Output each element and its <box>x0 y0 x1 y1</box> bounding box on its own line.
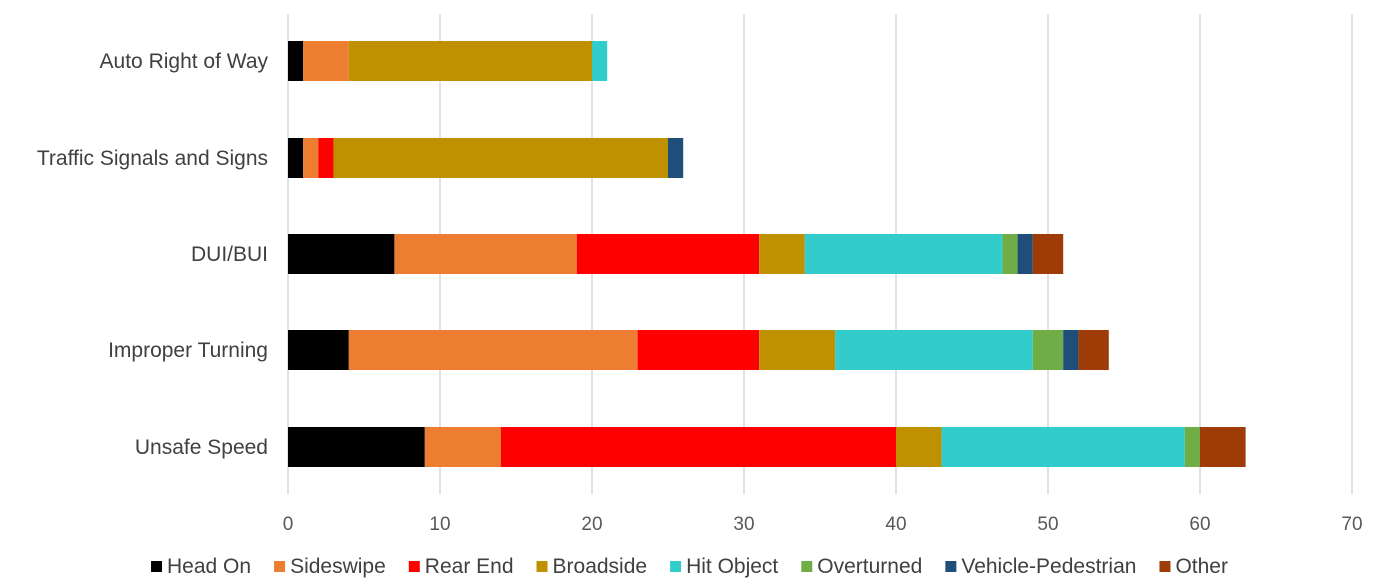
bars <box>288 41 1246 467</box>
legend-label: Head On <box>167 555 251 578</box>
legend-label: Other <box>1175 555 1228 578</box>
x-tick-label: 10 <box>429 514 450 535</box>
legend-swatch <box>670 561 682 572</box>
bar-segment <box>835 330 1033 370</box>
legend-item: Rear End <box>408 555 514 578</box>
legend-item: Sideswipe <box>274 555 386 578</box>
bar-segment <box>1017 234 1033 274</box>
x-tick-label: 30 <box>733 514 754 535</box>
bar-segment <box>637 330 760 370</box>
bar-segment <box>288 427 425 467</box>
bar-segment <box>394 234 577 274</box>
bar-segment <box>896 427 942 467</box>
bar-segment <box>318 138 334 178</box>
legend-label: Rear End <box>425 555 514 578</box>
category-label: Improper Turning <box>108 339 268 362</box>
legend-swatch <box>1159 561 1171 572</box>
bar-segment <box>1063 330 1079 370</box>
legend-item: Hit Object <box>670 555 778 578</box>
bar-segment <box>576 234 760 274</box>
legend-swatch <box>274 561 286 572</box>
x-tick-label: 50 <box>1037 514 1058 535</box>
legend-swatch <box>408 561 420 572</box>
category-label: Auto Right of Way <box>100 50 269 73</box>
x-axis-ticks: 0 10 20 30 40 50 60 70 <box>283 514 1363 535</box>
legend-swatch <box>151 561 163 572</box>
category-labels: Auto Right of Way Traffic Signals and Sig… <box>37 50 269 459</box>
bar-segment <box>348 330 638 370</box>
bar-segment <box>288 234 395 274</box>
bar-segment <box>303 41 349 81</box>
legend-swatch <box>945 561 957 572</box>
bar-segment <box>1032 234 1064 274</box>
legend-swatch <box>801 561 813 572</box>
legend-item: Other <box>1159 555 1228 578</box>
legend-label: Sideswipe <box>290 555 386 578</box>
category-label: Unsafe Speed <box>135 436 268 459</box>
x-tick-label: 0 <box>283 514 294 535</box>
bar-segment <box>303 138 319 178</box>
legend-item: Overturned <box>801 555 922 578</box>
legend-label: Vehicle-Pedestrian <box>961 555 1136 578</box>
bar-segment <box>333 138 668 178</box>
bar-segment <box>804 234 1003 274</box>
legend-swatch <box>536 561 548 572</box>
bar-segment <box>288 41 304 81</box>
x-tick-label: 60 <box>1189 514 1210 535</box>
legend: Head On Sideswipe Rear End Broadside Hit Obj… <box>151 555 1228 578</box>
legend-label: Broadside <box>553 555 648 578</box>
bar-segment <box>668 138 684 178</box>
bar-segment <box>500 427 896 467</box>
bar-segment <box>759 234 805 274</box>
x-tick-label: 20 <box>581 514 602 535</box>
bar-segment <box>1032 330 1064 370</box>
legend-item: Vehicle-Pedestrian <box>945 555 1136 578</box>
bar-segment <box>1184 427 1200 467</box>
bar-segment <box>424 427 501 467</box>
bar-segment <box>348 41 592 81</box>
legend-item: Head On <box>151 555 251 578</box>
bar-segment <box>592 41 608 81</box>
x-tick-label: 70 <box>1341 514 1362 535</box>
legend-label: Overturned <box>817 555 922 578</box>
bar-segment <box>1002 234 1018 274</box>
bar-segment <box>288 330 349 370</box>
x-tick-label: 40 <box>885 514 906 535</box>
legend-label: Hit Object <box>686 555 778 578</box>
bar-segment <box>288 138 304 178</box>
bar-segment <box>941 427 1185 467</box>
bar-segment <box>1078 330 1109 370</box>
legend-item: Broadside <box>536 555 648 578</box>
bar-segment <box>759 330 836 370</box>
category-label: Traffic Signals and Signs <box>37 147 268 170</box>
bar-segment <box>1200 427 1246 467</box>
category-label: DUI/BUI <box>191 243 268 266</box>
